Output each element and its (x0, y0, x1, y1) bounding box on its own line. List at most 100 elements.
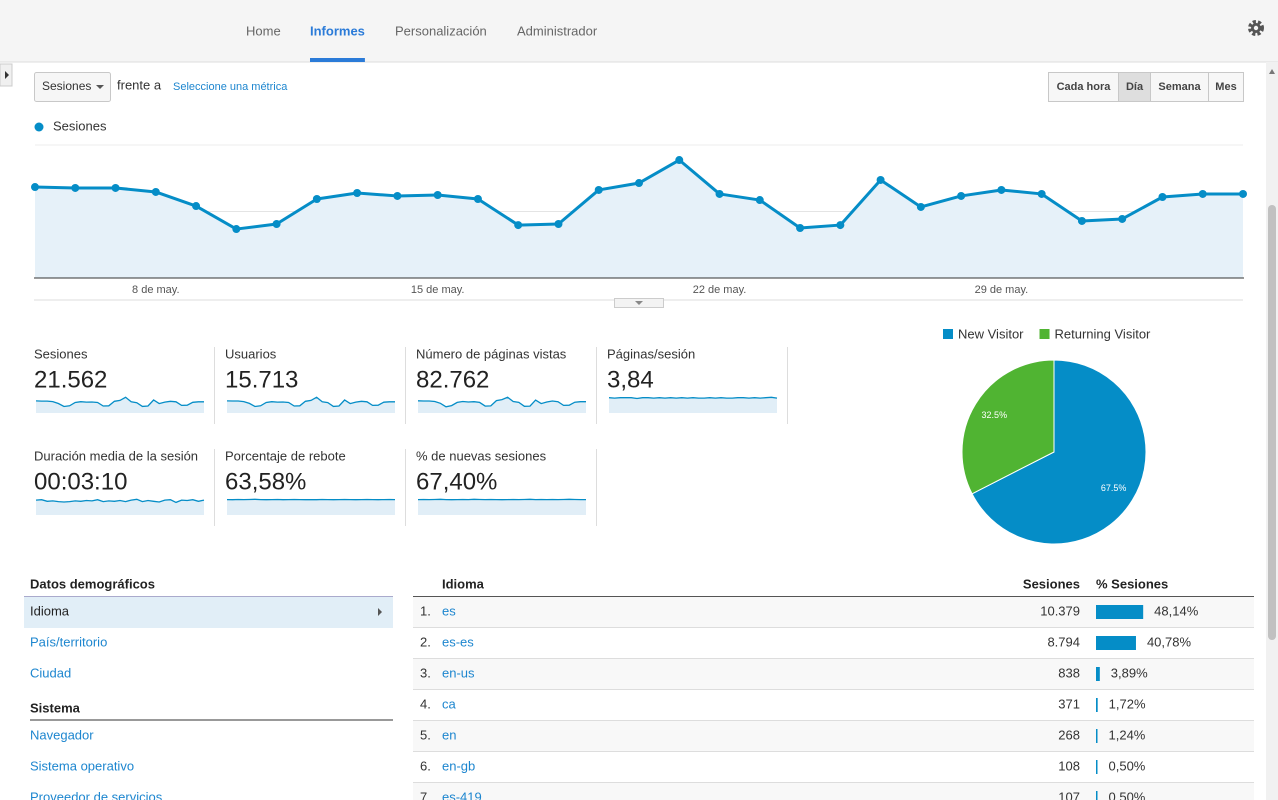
row-share: 3,89% (1111, 665, 1148, 680)
line-point (433, 191, 442, 200)
row-share: 1,24% (1109, 727, 1146, 742)
row-rank: 2. (420, 634, 431, 649)
metric-label: Sesiones (34, 346, 88, 361)
line-point (796, 223, 805, 232)
nav-tab[interactable]: Home (246, 23, 281, 38)
sparkline (608, 396, 778, 400)
line-point (957, 191, 966, 200)
pie-value-label: 32.5% (982, 410, 1008, 420)
metric-label: Número de páginas vistas (416, 346, 567, 361)
line-point (1077, 216, 1086, 225)
row-sessions: 268 (1058, 727, 1080, 742)
metric-label: Usuarios (225, 346, 277, 361)
share-bar (1096, 698, 1098, 712)
x-tick-label: 29 de may. (975, 284, 1029, 296)
column-header: % Sesiones (1096, 576, 1168, 591)
period-button[interactable] (1118, 72, 1151, 102)
line-point (1037, 189, 1046, 198)
sparkline-area (227, 397, 395, 413)
pie-slice (961, 359, 1055, 495)
metric-value: 21.562 (34, 366, 107, 393)
sparkline-area (609, 397, 777, 413)
nav-item[interactable]: País/territorio (30, 634, 107, 649)
line-point (1239, 189, 1247, 198)
period-button-label: Mes (1215, 81, 1236, 93)
row-language[interactable]: es-es (442, 634, 474, 649)
row-sessions: 107 (1058, 789, 1080, 800)
sparkline (417, 396, 586, 408)
period-button-label: Día (1126, 81, 1144, 93)
line-point (473, 194, 482, 203)
nav-item[interactable]: Proveedor de servicios (30, 789, 163, 800)
sparkline-area (227, 499, 395, 515)
nav-item[interactable]: Ciudad (30, 665, 71, 680)
period-button[interactable] (1048, 72, 1119, 102)
row-share: 0,50% (1109, 789, 1146, 800)
row-rank: 1. (420, 603, 431, 618)
nav-tab[interactable]: Informes (310, 23, 365, 38)
row-rank: 5. (420, 727, 431, 742)
nav-tab-indicator (310, 58, 365, 62)
row-sessions: 8.794 (1047, 634, 1080, 649)
legend-label: New Visitor (958, 326, 1024, 341)
period-button-label: Semana (1158, 81, 1201, 93)
sparkline (35, 498, 205, 504)
nav-item[interactable]: Sistema operativo (30, 758, 134, 773)
settings-icon[interactable] (1248, 20, 1264, 36)
row-language[interactable]: en-us (442, 665, 475, 680)
row-sessions: 838 (1058, 665, 1080, 680)
x-tick-label: 8 de may. (132, 284, 180, 296)
nav-item[interactable]: Idioma (30, 603, 70, 618)
legend-marker (1039, 329, 1050, 339)
legend-label: Returning Visitor (1055, 326, 1152, 341)
metric-label: % de nuevas sesiones (416, 448, 547, 463)
section-title: Sistema (30, 700, 81, 715)
row-share: 1,72% (1109, 696, 1146, 711)
period-button[interactable] (1208, 72, 1244, 102)
line-point (151, 187, 160, 196)
sparkline-area (36, 397, 204, 413)
row-language[interactable]: es-419 (442, 789, 482, 800)
period-button[interactable] (1150, 72, 1209, 102)
metric-label: Páginas/sesión (607, 346, 695, 361)
nav-tab[interactable]: Personalización (395, 23, 487, 38)
row-rank: 7. (420, 789, 431, 800)
scroll-up[interactable] (1269, 69, 1275, 74)
line-point (836, 221, 845, 230)
nav-item-arrow (378, 608, 382, 616)
section-title: Datos demográficos (30, 576, 155, 591)
line-point (1198, 189, 1207, 198)
line-point (715, 189, 724, 198)
row-sessions: 371 (1058, 696, 1080, 711)
select-metric-link[interactable]: Seleccione una métrica (173, 81, 288, 93)
row-language[interactable]: en-gb (442, 758, 475, 773)
line-point (1158, 193, 1167, 202)
pie-slice (971, 359, 1147, 545)
x-tick-label: 22 de may. (693, 284, 747, 296)
metric-value: 15.713 (225, 366, 298, 393)
row-language[interactable]: en (442, 727, 456, 742)
line-area (35, 160, 1243, 278)
row-share: 0,50% (1109, 758, 1146, 773)
share-bar (1096, 729, 1098, 743)
legend-marker (34, 122, 44, 132)
row-language[interactable]: es (442, 603, 456, 618)
line-point (876, 175, 885, 184)
metric-label: Duración media de la sesión (34, 448, 198, 463)
metric-label: Porcentaje de rebote (225, 448, 346, 463)
sparkline-area (418, 499, 586, 515)
row-share: 48,14% (1154, 603, 1199, 618)
nav-tab[interactable]: Administrador (517, 23, 598, 38)
nav-item[interactable]: Navegador (30, 727, 94, 742)
row-language[interactable]: ca (442, 696, 457, 711)
line-point (1118, 214, 1127, 223)
metric-select[interactable] (34, 72, 111, 102)
line-point (594, 185, 603, 194)
scrollbar-thumb[interactable] (1268, 205, 1276, 640)
nav-item-highlight (24, 597, 393, 628)
metric-select-caret (96, 85, 104, 89)
pie-value-label: 67.5% (1101, 483, 1127, 493)
line-point (755, 196, 764, 205)
line-point (635, 179, 643, 188)
